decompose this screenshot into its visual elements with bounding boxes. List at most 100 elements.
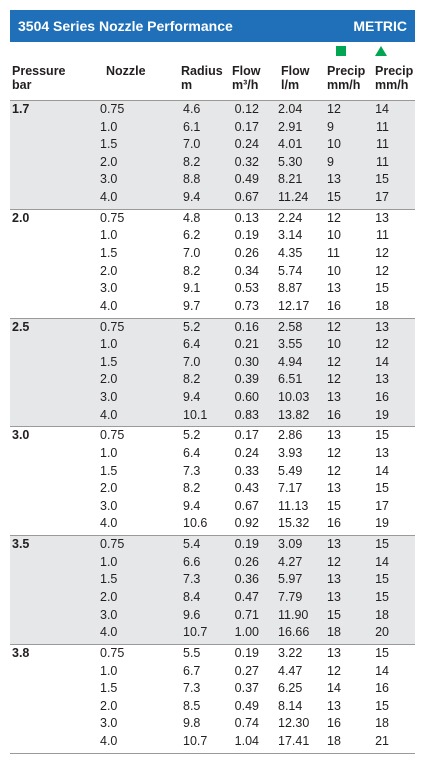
cell: 12 (375, 263, 389, 278)
cell: 0.83 (234, 407, 259, 422)
cell: 15 (327, 607, 341, 622)
row-band (10, 318, 415, 427)
cell: 4.0 (100, 407, 118, 422)
column-header: Precip (327, 64, 366, 78)
group-rule (10, 317, 415, 319)
cell: 12 (327, 354, 341, 369)
cell: 15 (375, 572, 389, 587)
group-rule (10, 535, 415, 537)
cell: 4.47 (278, 663, 303, 678)
header-rule (10, 100, 415, 101)
cell: 3.0 (100, 172, 118, 187)
cell: 19 (375, 516, 389, 531)
cell: 15 (327, 498, 341, 513)
cell: 3.0 (100, 281, 118, 296)
cell: 13 (327, 281, 341, 296)
cell: 13 (375, 210, 389, 225)
cell: 0.53 (234, 281, 259, 296)
cell: 4.01 (278, 137, 303, 152)
cell: 4.6 (183, 102, 201, 116)
cell: 14 (375, 663, 389, 678)
cell: 15 (375, 590, 389, 604)
cell: 10.7 (183, 625, 208, 640)
cell: 0.49 (234, 698, 259, 713)
cell: 10.03 (278, 390, 310, 404)
column-header: Precip (375, 64, 414, 78)
cell: 15 (327, 190, 341, 204)
cell: 16 (327, 716, 341, 731)
cell: 13 (375, 319, 389, 334)
cell: 0.17 (234, 119, 259, 134)
cell: 15 (375, 172, 389, 187)
cell: 7.0 (183, 354, 201, 369)
cell: 1.5 (100, 463, 118, 478)
cell: 12 (327, 446, 341, 460)
cell: 11 (376, 137, 389, 152)
cell: 4.8 (183, 210, 201, 225)
column-header: Pressure (12, 64, 66, 78)
cell: 13 (327, 481, 341, 496)
cell: 5.2 (183, 428, 201, 443)
cell: 8.5 (183, 698, 201, 713)
cell: 8.2 (183, 263, 201, 278)
cell: 14 (375, 463, 389, 478)
cell: 0.75 (100, 428, 125, 443)
cell: 3.0 (100, 716, 118, 731)
cell: 13 (327, 428, 341, 443)
cell: 13 (375, 446, 389, 460)
cell: 9.1 (183, 281, 201, 296)
cell: 0.16 (234, 319, 259, 334)
cell: 10 (327, 337, 341, 352)
cell: 12 (327, 319, 341, 334)
cell: 1.0 (100, 228, 118, 243)
cell: 12.17 (278, 298, 310, 313)
cell: 5.74 (278, 263, 303, 278)
cell: 3.22 (278, 646, 303, 660)
cell: 6.6 (183, 554, 201, 569)
cell: 1.5 (100, 137, 118, 152)
cell: 4.94 (278, 354, 303, 369)
cell: 0.67 (234, 190, 259, 204)
cell: 8.4 (183, 590, 201, 604)
cell: 0.37 (234, 681, 259, 696)
cell: 11 (327, 246, 340, 260)
cell: 4.0 (100, 298, 118, 313)
column-header: m (181, 78, 193, 92)
cell: 1.04 (234, 734, 259, 748)
cell: 0.36 (234, 572, 259, 587)
cell: 15 (375, 646, 389, 660)
cell: 8.8 (183, 172, 201, 187)
cell: 7.79 (278, 590, 303, 604)
cell: 4.0 (100, 625, 118, 640)
cell: 10.1 (183, 407, 208, 422)
cell: 0.39 (234, 372, 259, 387)
cell: 12 (327, 102, 341, 116)
cell: 9.6 (183, 607, 201, 622)
column-header: l/m (281, 78, 300, 92)
cell: 18 (375, 716, 389, 731)
cell: 20 (375, 625, 389, 640)
cell: 0.27 (234, 663, 259, 678)
cell: 10.7 (183, 734, 208, 748)
cell: 13.82 (278, 407, 310, 422)
cell: 2.0 (100, 263, 118, 278)
column-header: Flow (232, 64, 261, 78)
triangle-icon (375, 46, 387, 56)
cell: 17 (375, 498, 389, 513)
cell: 11.90 (278, 607, 309, 622)
cell: 3.0 (100, 390, 118, 404)
cell: 5.4 (183, 537, 201, 552)
cell: 13 (327, 698, 341, 713)
cell: 12 (327, 210, 341, 225)
cell: 0.75 (100, 537, 125, 552)
cell: 2.58 (278, 319, 303, 334)
cell: 7.0 (183, 246, 201, 260)
cell: 12.30 (278, 716, 310, 731)
cell: 0.33 (234, 463, 259, 478)
cell: 5.30 (278, 154, 303, 169)
cell: 10.6 (183, 516, 208, 531)
pressure: 2.0 (12, 210, 30, 225)
cell: 0.26 (234, 246, 259, 260)
cell: 0.19 (234, 228, 259, 243)
column-header: mm/h (327, 78, 361, 92)
